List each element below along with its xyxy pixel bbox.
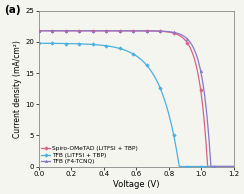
Y-axis label: Current density (mA/cm²): Current density (mA/cm²): [13, 40, 22, 138]
X-axis label: Voltage (V): Voltage (V): [113, 180, 160, 189]
Text: (a): (a): [4, 5, 20, 15]
Legend: Spiro-OMeTAD (LiTFSI + TBP), TFB (LiTFSI + TBP), TFB (F4-TCNQ): Spiro-OMeTAD (LiTFSI + TBP), TFB (LiTFSI…: [41, 146, 138, 165]
